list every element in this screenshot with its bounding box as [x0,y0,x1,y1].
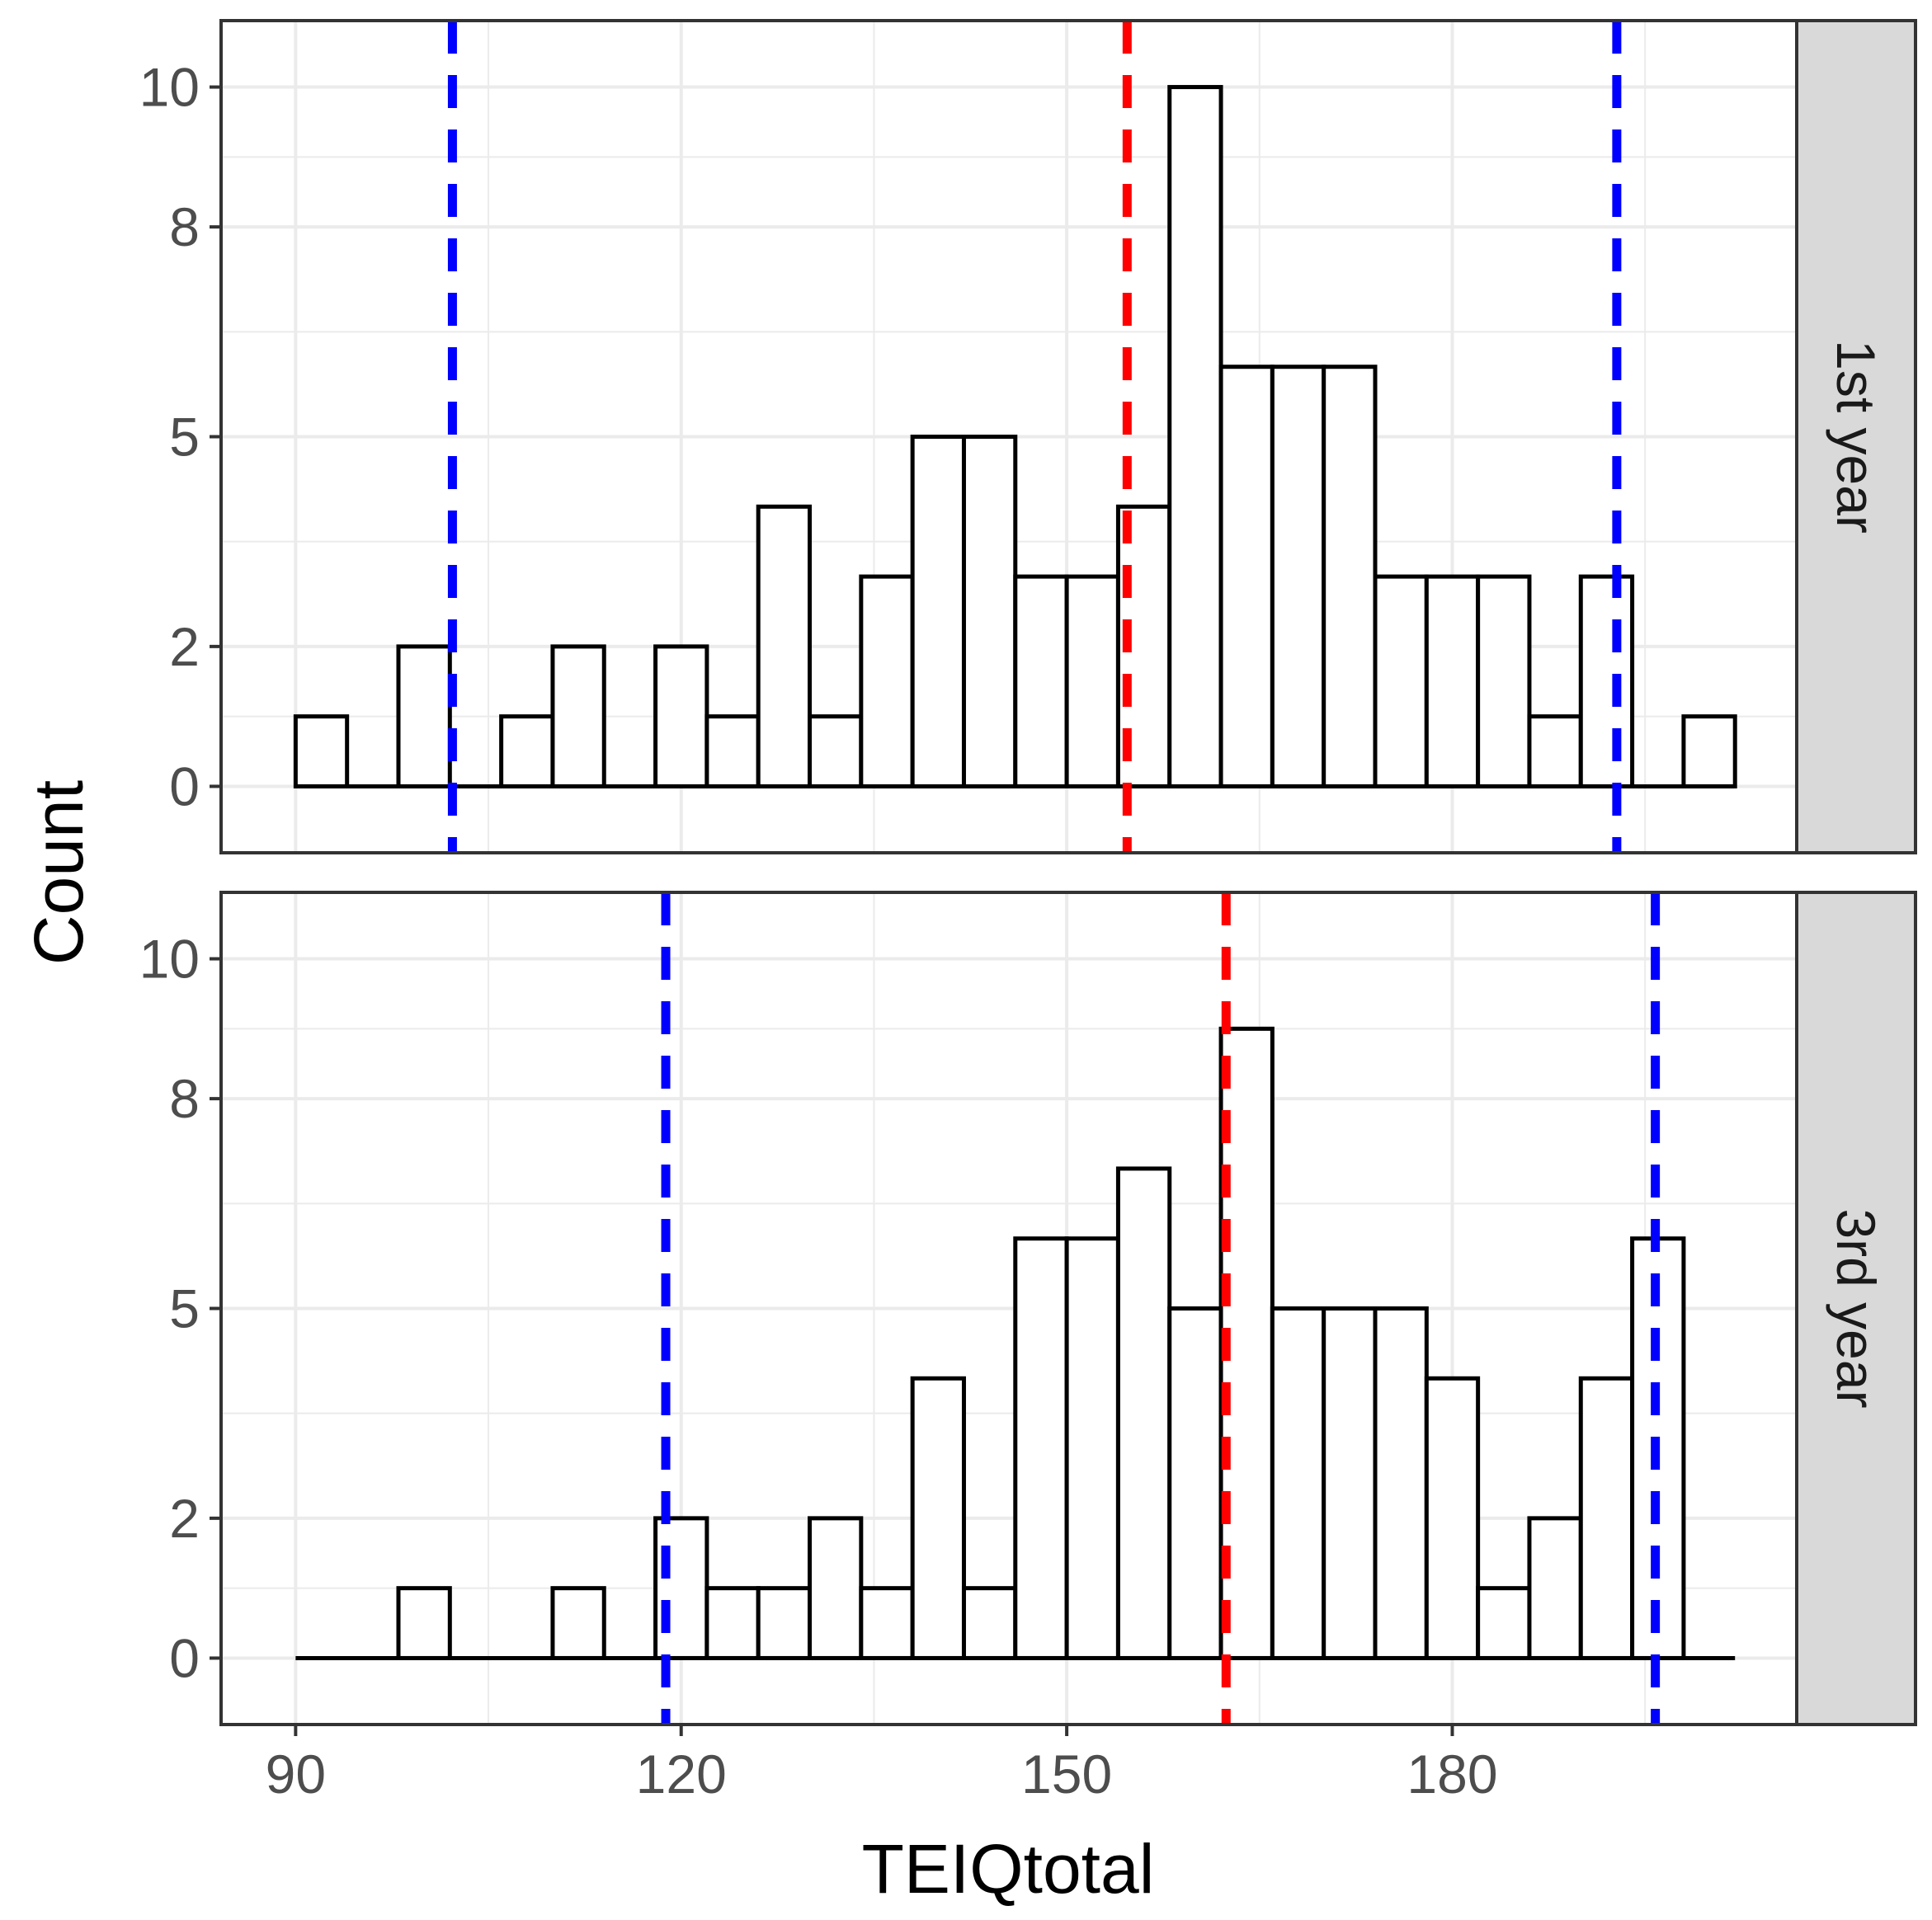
histogram-bar [1527,714,1583,788]
histogram-bar [1064,1236,1120,1660]
y-tick-label: 10 [139,57,200,118]
histogram-bar [653,1516,709,1660]
y-tick-label: 8 [169,1068,200,1129]
histogram-bar [550,1586,606,1660]
y-tick-label: 10 [139,929,200,990]
histogram-bar [1476,574,1532,788]
histogram-bar [808,714,864,788]
histogram-bar [1013,1236,1069,1660]
histogram-bar [1270,1306,1326,1660]
x-axis: 90 120 150 180 [266,1725,1498,1805]
histogram-bar [704,714,761,788]
histogram-bar [756,1586,813,1660]
histogram-bar [1115,1166,1172,1660]
histogram-bar [859,1586,915,1660]
histogram-bar [1064,574,1120,788]
histogram-bar [1218,365,1275,788]
facet-strip [1795,19,1917,854]
facet-strip [1795,891,1917,1726]
histogram-bar [961,1586,1018,1660]
histogram-bar [1578,574,1635,788]
facet-strip-label: 1st year [1826,340,1887,534]
facet-panel-1: 0 2 5 8 10 1st year [139,19,1917,854]
histogram-bar [396,1586,452,1660]
histogram-bar [1322,365,1378,788]
histogram-bar [550,644,606,788]
y-tick-label: 0 [169,755,200,816]
x-tick-label: 150 [1021,1744,1112,1805]
histogram-bar [1578,1376,1635,1660]
histogram-bar [859,574,915,788]
y-tick-label: 8 [169,196,200,257]
histogram-bar [1167,1306,1223,1660]
histogram-bar [1373,1306,1429,1660]
y-tick-label: 2 [169,1488,200,1549]
histogram-bar [1270,365,1326,788]
histogram-bar [396,644,452,788]
histogram-bar [910,435,966,788]
histogram-bar [756,504,813,788]
histogram-bar [1013,574,1069,788]
histogram-bar [1681,714,1737,788]
x-axis-title: TEIQtotal [862,1830,1155,1908]
histogram-bar [1373,574,1429,788]
panels-layer: 0 2 5 8 10 1st year 0 2 5 8 10 3rd year [139,19,1917,1726]
y-tick-label: 2 [169,616,200,677]
x-tick-label: 180 [1407,1744,1497,1805]
histogram-bar [653,644,709,788]
histogram-bar [910,1376,966,1660]
histogram-bar [1424,574,1481,788]
histogram-bar [1167,85,1223,788]
histogram-bar [1476,1586,1532,1660]
facet-strip-label: 3rd year [1826,1208,1887,1408]
histogram-bar [808,1516,864,1660]
x-tick-label: 120 [636,1744,727,1805]
histogram-bar [704,1586,761,1660]
histogram-bar [961,435,1018,788]
y-tick-label: 0 [169,1627,200,1688]
y-tick-label: 5 [169,1278,200,1339]
x-tick-label: 90 [266,1744,326,1805]
histogram-bar [1527,1516,1583,1660]
y-tick-label: 5 [169,407,200,468]
y-axis-title: Count [20,780,97,965]
histogram-bar [499,714,555,788]
histogram-bar [1322,1306,1378,1660]
histogram-bar [1424,1376,1481,1660]
facet-panel-2: 0 2 5 8 10 3rd year [139,891,1917,1726]
histogram-bar [293,714,350,788]
